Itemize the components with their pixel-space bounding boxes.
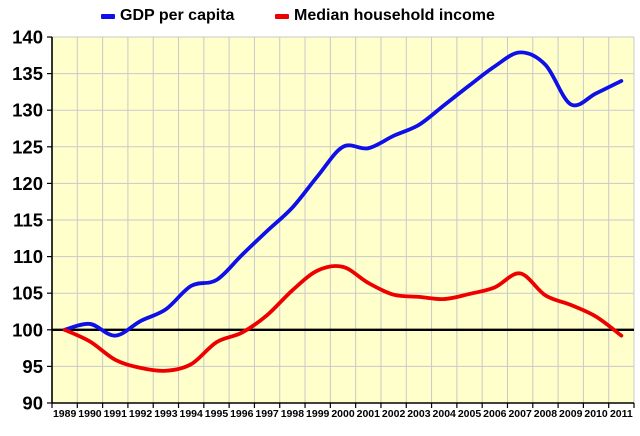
x-axis-label: 1990 [78, 408, 102, 420]
x-axis-label: 2001 [357, 408, 381, 420]
x-axis-label: 2003 [407, 408, 431, 420]
y-axis-label: 135 [12, 63, 43, 84]
x-axis-label: 2011 [610, 408, 633, 420]
y-axis-label: 110 [13, 246, 43, 267]
gdp-line-marker [101, 13, 115, 19]
legend-item-gdp: GDP per capita [101, 7, 234, 25]
x-axis-label: 2010 [584, 408, 608, 420]
y-axis-label: 125 [12, 136, 43, 157]
x-axis-label: 2004 [433, 408, 457, 420]
x-axis-label: 2008 [534, 408, 558, 420]
x-axis-label: 2009 [559, 408, 583, 420]
x-axis-label: 1999 [306, 408, 330, 420]
x-axis-label: 1992 [129, 408, 153, 420]
y-axis-label: 95 [22, 356, 43, 377]
x-axis-label: 2002 [382, 408, 406, 420]
y-axis-label: 100 [12, 319, 43, 340]
x-axis-label: 2005 [458, 408, 482, 420]
y-axis-label: 140 [12, 27, 43, 48]
gdp-legend-label: GDP per capita [120, 7, 235, 24]
y-axis-label: 105 [12, 283, 43, 304]
y-axis-label: 115 [13, 210, 43, 231]
median-legend-label: Median household income [294, 7, 495, 24]
series-line-gdp-per-capita [62, 50, 624, 338]
x-axis-label: 1995 [205, 408, 229, 420]
legend-item-median: Median household income [275, 7, 495, 25]
x-axis-label: 1993 [154, 408, 178, 420]
x-axis-label: 1997 [255, 408, 279, 420]
median-line-marker [275, 13, 289, 19]
x-axis-label: 1998 [281, 408, 305, 420]
series-line-median-household-income [62, 264, 624, 373]
y-axis-label: 120 [12, 173, 43, 194]
x-axis-label: 1994 [179, 408, 203, 420]
y-axis-label: 90 [22, 393, 43, 414]
x-axis-label: 2007 [508, 408, 532, 420]
x-axis-label: 1991 [104, 408, 128, 420]
y-axis-label: 130 [12, 100, 43, 121]
x-axis-label: 1996 [230, 408, 254, 420]
x-axis-label: 2000 [331, 408, 355, 420]
x-axis-label: 1989 [53, 408, 77, 420]
x-axis-label: 2006 [483, 408, 507, 420]
